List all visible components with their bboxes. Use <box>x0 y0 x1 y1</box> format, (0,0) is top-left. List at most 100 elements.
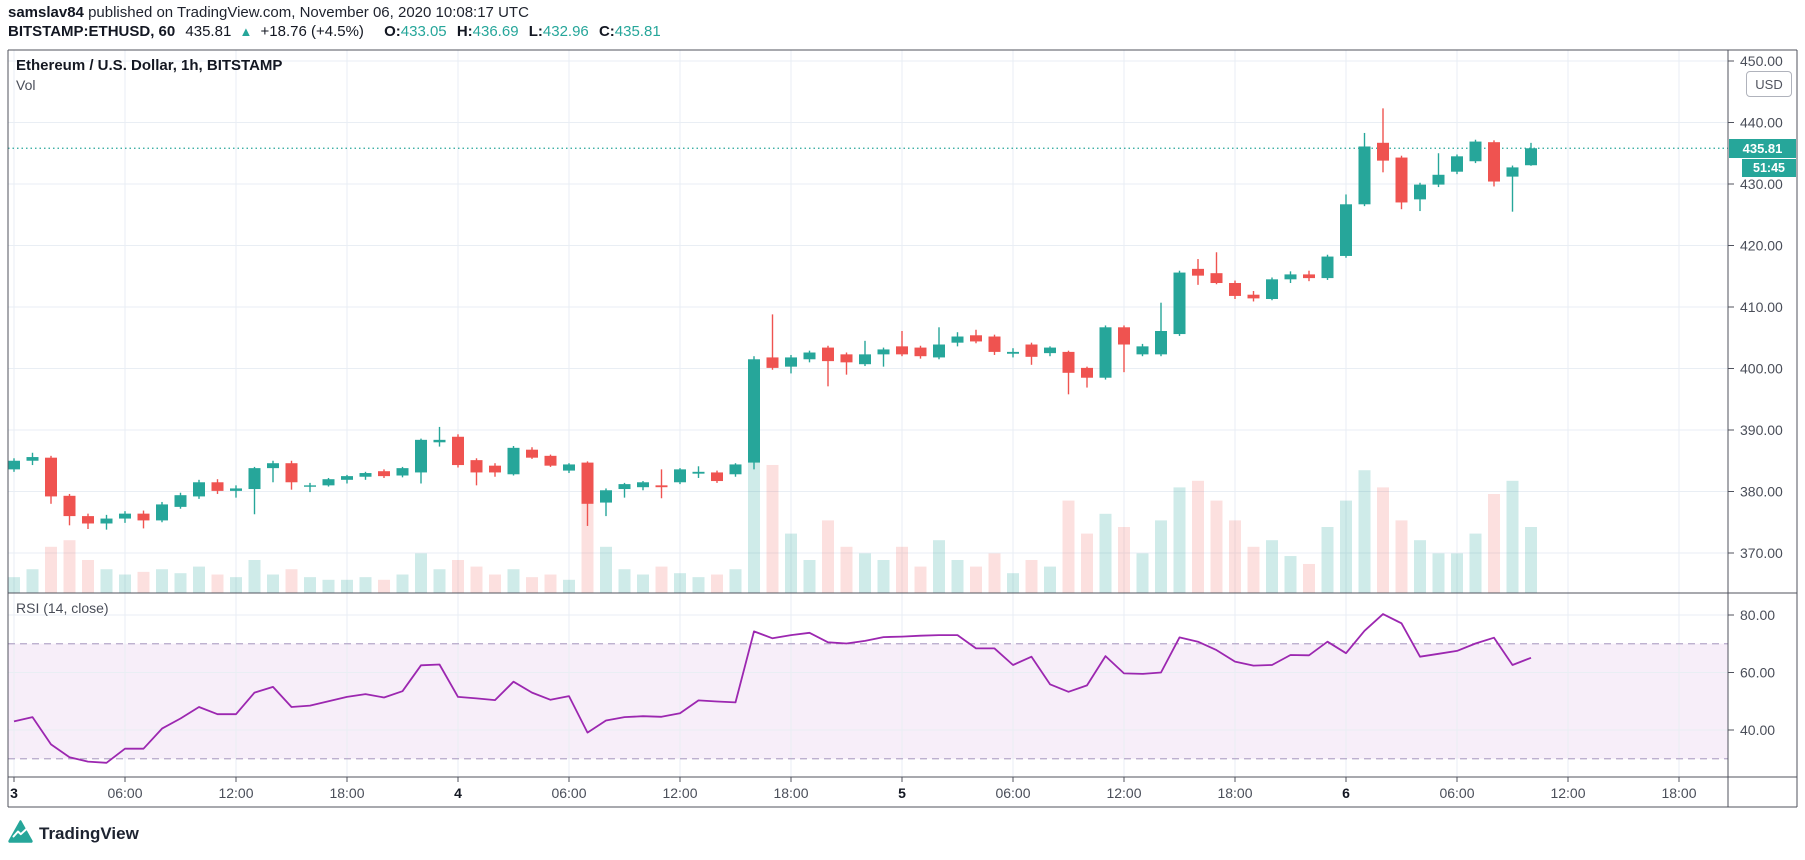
volume-bar <box>600 546 612 593</box>
candle-body <box>119 513 131 519</box>
price-axis-label: 440.00 <box>1740 115 1783 131</box>
candle-body <box>970 335 982 342</box>
volume-bar <box>785 533 797 593</box>
candle-body <box>63 495 76 517</box>
volume-bar <box>933 540 945 593</box>
candle-body <box>8 460 20 470</box>
volume-bar <box>1173 487 1186 593</box>
volume-bar <box>859 553 871 593</box>
candle-body <box>248 468 261 490</box>
time-axis-label: 4 <box>454 785 462 801</box>
candle-body <box>137 513 150 521</box>
candle-body <box>674 469 686 483</box>
volume-bar <box>526 577 538 593</box>
candle-body <box>1192 268 1204 276</box>
currency-badge: USD <box>1746 71 1792 97</box>
candle-body <box>1266 279 1278 300</box>
time-axis-label: 5 <box>898 785 906 801</box>
volume-bar <box>1155 520 1167 593</box>
time-axis-label: 18:00 <box>1661 785 1696 801</box>
volume-bar <box>692 577 705 593</box>
candle-body <box>1340 204 1352 256</box>
price-axis-label: 410.00 <box>1740 299 1783 315</box>
candle-body <box>174 495 187 507</box>
volume-bar <box>1099 513 1112 593</box>
volume-bar <box>544 574 557 593</box>
candle-body <box>285 463 298 483</box>
candle-body <box>322 479 335 486</box>
time-axis-label: 06:00 <box>551 785 586 801</box>
candle-body <box>951 336 964 343</box>
rsi-axis-label: 80.00 <box>1740 607 1775 623</box>
tradingview-watermark[interactable]: TradingView <box>8 820 139 848</box>
candle-body <box>1136 346 1149 355</box>
volume-bar <box>63 540 76 593</box>
symbol-name: BITSTAMP:ETHUSD, 60 <box>8 23 176 40</box>
candle-body <box>193 482 205 497</box>
volume-bar <box>415 553 427 593</box>
volume-bar <box>877 560 890 593</box>
candle-body <box>433 439 446 443</box>
open-label: O: <box>384 23 401 40</box>
volume-bar <box>1395 520 1408 593</box>
candle-body <box>637 482 649 488</box>
volume-bar <box>100 569 113 593</box>
volume-bar <box>1321 527 1334 593</box>
price-axis-label: 370.00 <box>1740 545 1783 561</box>
last-price-badge: 435.81 <box>1729 139 1796 158</box>
candle-body <box>1321 256 1334 279</box>
candle-body <box>489 465 501 473</box>
volume-bar <box>156 569 168 593</box>
candle-body <box>581 462 594 504</box>
volume-bar <box>1488 494 1500 593</box>
price-axis-label: 450.00 <box>1740 53 1783 69</box>
candle-body <box>100 518 113 524</box>
candle-body <box>655 485 668 488</box>
volume-bar <box>1377 487 1389 593</box>
volume-bar <box>1025 560 1038 593</box>
rsi-axis-label: 60.00 <box>1740 665 1775 681</box>
volume-bar <box>1284 556 1297 593</box>
volume-bar <box>137 571 150 593</box>
candle-body <box>1432 174 1445 185</box>
time-axis-label: 12:00 <box>1550 785 1585 801</box>
candle-body <box>1247 294 1260 299</box>
candle-body <box>45 457 57 497</box>
volume-bar <box>1358 470 1371 593</box>
low-label: L: <box>528 23 543 40</box>
volume-bar <box>1266 540 1278 593</box>
volume-bar <box>489 574 501 593</box>
volume-bar <box>248 560 261 593</box>
candle-body <box>267 463 279 469</box>
candle-body <box>729 464 742 475</box>
open-value: 433.05 <box>400 23 447 40</box>
candle-body <box>507 447 520 475</box>
candle-body <box>359 473 372 477</box>
candle-body <box>156 504 168 521</box>
candle-body <box>304 485 316 487</box>
candle-body <box>1395 157 1408 203</box>
volume-bar <box>285 569 298 593</box>
candle-body <box>840 354 853 363</box>
price-axis-label: 400.00 <box>1740 361 1783 377</box>
volume-bar <box>1118 527 1130 593</box>
candle-body <box>544 455 557 466</box>
candle-body <box>618 484 631 490</box>
candle-body <box>1210 273 1223 284</box>
price-axis-label: 430.00 <box>1740 176 1783 192</box>
candle-body <box>1099 327 1112 378</box>
volume-bar <box>1136 553 1149 593</box>
volume-bar <box>378 579 390 593</box>
volume-bar <box>840 546 853 593</box>
time-axis[interactable] <box>8 777 1728 807</box>
volume-bar <box>618 569 631 593</box>
volume-bar <box>1469 533 1482 593</box>
publish-text: published on TradingView.com, November 0… <box>83 4 529 21</box>
time-axis-label: 06:00 <box>1439 785 1474 801</box>
candle-body <box>1488 142 1500 182</box>
candle-body <box>1414 184 1426 200</box>
volume-bar <box>267 574 279 593</box>
publish-info: samslav84 published on TradingView.com, … <box>8 4 529 21</box>
volume-bar <box>396 574 409 593</box>
